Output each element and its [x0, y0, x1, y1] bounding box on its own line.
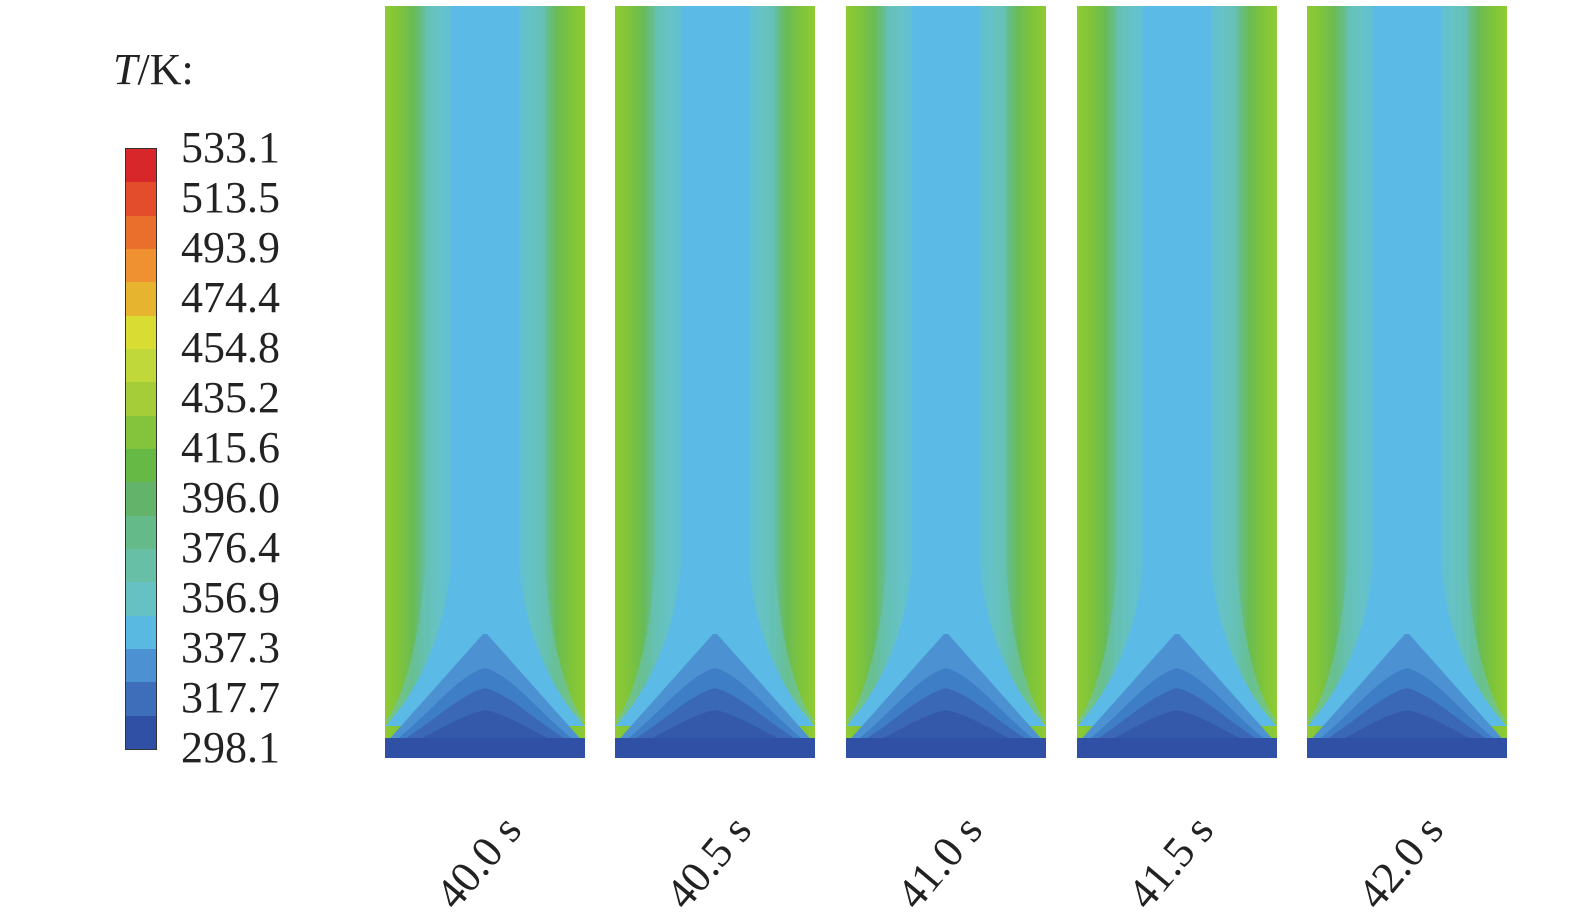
time-label: 42.0 s: [1347, 806, 1453, 919]
contour-core: [846, 6, 1046, 726]
cold-zone-contour: [1077, 738, 1277, 758]
colorbar-tick-label: 337.3: [181, 623, 280, 672]
contour-core: [1077, 6, 1277, 726]
temperature-colorbar: [125, 148, 157, 750]
contour-plot: [1077, 6, 1277, 758]
contour-plot: [1307, 6, 1507, 758]
temperature-contour-panel: [846, 6, 1046, 758]
colorbar-tick-label: 356.9: [181, 573, 280, 622]
contour-core: [615, 6, 815, 726]
colorbar-tick-label: 435.2: [181, 373, 280, 422]
colorbar-tick-label: 513.5: [181, 173, 280, 222]
cold-zone-contour: [1307, 738, 1507, 758]
colorbar-tick-label: 493.9: [181, 223, 280, 272]
colorbar-segment: [126, 315, 156, 349]
contour-plot: [846, 6, 1046, 758]
colorbar-tick-label: 317.7: [181, 673, 280, 722]
colorbar-segment: [126, 448, 156, 483]
contour-plot: [615, 6, 815, 758]
colorbar-tick-label: 415.6: [181, 423, 280, 472]
colorbar-segment: [126, 215, 156, 249]
time-label: 41.0 s: [886, 806, 992, 919]
temperature-contour-panel: [1307, 6, 1507, 758]
contour-core: [1307, 6, 1507, 726]
colorbar-segment: [126, 715, 156, 749]
colorbar-tick-label: 533.1: [181, 123, 280, 172]
colorbar-tick-label: 298.1: [181, 723, 280, 772]
colorbar-segment: [126, 182, 156, 216]
cold-zone-contour: [615, 738, 815, 758]
colorbar-segment: [126, 415, 156, 449]
legend-title-unit: /K:: [137, 45, 194, 94]
cold-zone-contour: [846, 738, 1046, 758]
colorbar-segment: [126, 615, 156, 649]
colorbar-segment: [126, 582, 156, 616]
colorbar-segment: [126, 482, 156, 516]
colorbar-segment: [126, 149, 156, 183]
contour-plot: [385, 6, 585, 758]
time-label: 41.5 s: [1117, 806, 1223, 919]
legend-title-variable: T: [113, 45, 138, 94]
temperature-contour-panel: [615, 6, 815, 758]
colorbar-tick-label: 376.4: [181, 523, 280, 572]
legend-title: T/K:: [113, 48, 194, 92]
colorbar-segment: [126, 282, 156, 316]
time-label: 40.5 s: [655, 806, 761, 919]
temperature-contour-panel: [385, 6, 585, 758]
colorbar-tick-label: 396.0: [181, 473, 280, 522]
cold-zone-contour: [385, 738, 585, 758]
colorbar-segment: [126, 348, 156, 383]
colorbar-segment: [126, 548, 156, 583]
time-label: 40.0 s: [425, 806, 531, 919]
colorbar-tick-label: 454.8: [181, 323, 280, 372]
colorbar-segment: [126, 248, 156, 283]
contour-core: [385, 6, 585, 726]
temperature-contour-panel: [1077, 6, 1277, 758]
colorbar-segment: [126, 515, 156, 549]
colorbar-segment: [126, 648, 156, 683]
colorbar-segment: [126, 382, 156, 416]
colorbar-segment: [126, 682, 156, 716]
colorbar-tick-label: 474.4: [181, 273, 280, 322]
